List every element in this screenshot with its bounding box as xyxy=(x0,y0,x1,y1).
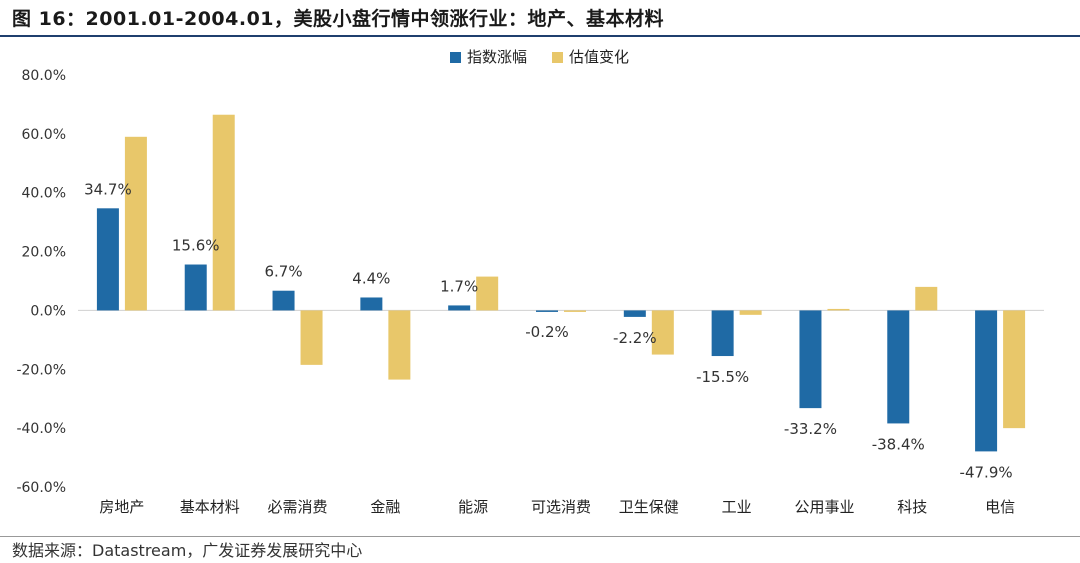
bar-valuation-change xyxy=(300,310,323,365)
data-label: -0.2% xyxy=(525,323,569,341)
data-label: 1.7% xyxy=(440,277,478,295)
source-note: 数据来源：Datastream，广发证券发展研究中心 xyxy=(12,541,363,560)
x-category-label: 基本材料 xyxy=(180,498,240,516)
bar-valuation-change xyxy=(476,276,499,311)
bar-index-change xyxy=(448,305,471,311)
bar-index-change xyxy=(96,208,119,311)
y-tick-label: -20.0% xyxy=(16,362,66,378)
legend-index-change-swatch xyxy=(450,52,461,63)
bar-valuation-change xyxy=(124,136,147,311)
legend-valuation-change-swatch xyxy=(552,52,563,63)
bar-index-change xyxy=(184,264,207,311)
x-category-label: 可选消费 xyxy=(531,498,591,516)
bar-index-change xyxy=(975,310,998,452)
data-label: -2.2% xyxy=(613,329,657,347)
x-category-label: 房地产 xyxy=(99,498,144,516)
bar-valuation-change xyxy=(651,310,674,355)
x-category-label: 必需消费 xyxy=(268,498,328,516)
data-label: 34.7% xyxy=(84,180,132,198)
bar-valuation-change xyxy=(739,310,762,315)
title-divider xyxy=(0,35,1080,37)
y-tick-label: 0.0% xyxy=(30,303,66,319)
bar-index-change xyxy=(711,310,734,357)
bar-valuation-change xyxy=(388,310,411,380)
legend-valuation-change-label: 估值变化 xyxy=(569,48,629,66)
y-tick-label: 80.0% xyxy=(22,68,66,84)
bar-valuation-change xyxy=(212,114,235,311)
data-label: -33.2% xyxy=(784,420,837,438)
data-label: 6.7% xyxy=(264,263,302,281)
x-category-label: 工业 xyxy=(722,498,752,516)
y-tick-label: 40.0% xyxy=(22,186,66,202)
data-label: 4.4% xyxy=(352,269,390,287)
x-category-label: 公用事业 xyxy=(794,498,854,516)
x-category-label: 科技 xyxy=(897,498,927,516)
x-category-label: 能源 xyxy=(458,498,488,516)
y-tick-label: -40.0% xyxy=(16,421,66,437)
figure-title: 图 16：2001.01-2004.01，美股小盘行情中领涨行业：地产、基本材料 xyxy=(12,8,665,30)
bar-valuation-change xyxy=(915,286,938,311)
bar-valuation-change xyxy=(1003,310,1026,429)
bar-index-change xyxy=(623,310,646,317)
bar-index-change xyxy=(360,297,383,311)
bar-valuation-change xyxy=(827,308,850,311)
y-tick-label: 60.0% xyxy=(22,127,66,143)
source-divider xyxy=(0,536,1080,537)
bar-valuation-change xyxy=(564,310,586,312)
y-tick-label: 20.0% xyxy=(22,245,66,261)
x-category-label: 卫生保健 xyxy=(619,498,679,516)
data-label: 15.6% xyxy=(172,237,220,255)
bar-index-change xyxy=(799,310,822,409)
bar-index-change xyxy=(272,290,295,311)
data-label: -15.5% xyxy=(696,368,749,386)
bar-chart: 80.0% 60.0% 40.0% 20.0% 0.0% -20.0% -40.0% -60.… xyxy=(16,48,1044,516)
x-category-label: 金融 xyxy=(370,498,400,516)
data-label: -47.9% xyxy=(960,463,1013,481)
x-category-label: 电信 xyxy=(985,498,1015,516)
data-label: -38.4% xyxy=(872,435,925,453)
bar-index-change xyxy=(536,310,558,312)
legend-index-change-label: 指数涨幅 xyxy=(467,48,527,66)
y-tick-label: -60.0% xyxy=(16,480,66,496)
bar-index-change xyxy=(887,310,910,424)
